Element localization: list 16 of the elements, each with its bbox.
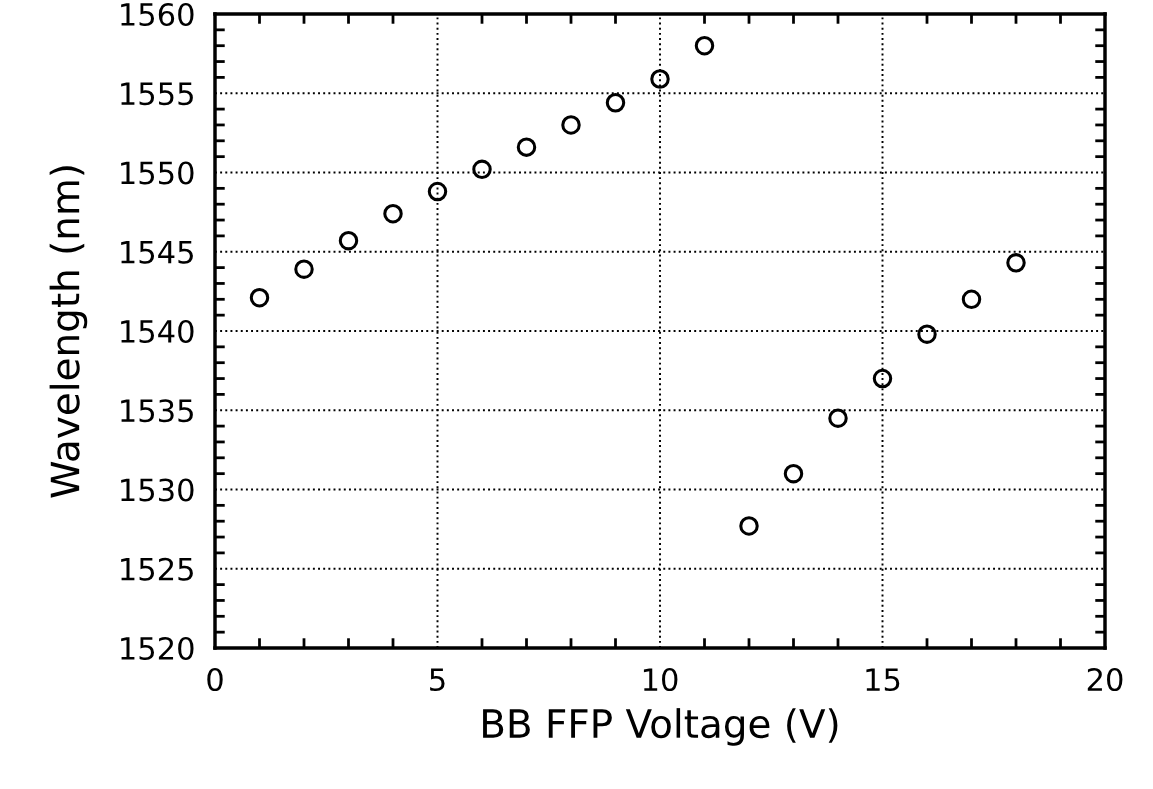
y-tick-label: 1555 [121, 82, 193, 106]
y-tick-label: 1550 [121, 161, 194, 185]
y-axis-title: Wavelength (nm) [49, 166, 88, 498]
y-tick-label: 1535 [121, 399, 193, 423]
y-tick-label: 1520 [121, 636, 194, 661]
x-tick-label: 15 [866, 668, 900, 692]
x-tick-label: 20 [1087, 667, 1123, 692]
y-tick-label: 1540 [121, 319, 194, 344]
x-tick-label: 5 [430, 668, 445, 692]
y-tick-label: 1545 [121, 241, 193, 264]
y-tick-label: 1560 [121, 2, 194, 27]
y-tick-label: 1525 [121, 557, 193, 581]
x-tick-label: 0 [207, 667, 223, 692]
y-tick-label: 1530 [121, 478, 194, 502]
x-axis-title: BB FFP Voltage (V) [483, 708, 838, 746]
x-tick-label: 10 [643, 667, 678, 692]
